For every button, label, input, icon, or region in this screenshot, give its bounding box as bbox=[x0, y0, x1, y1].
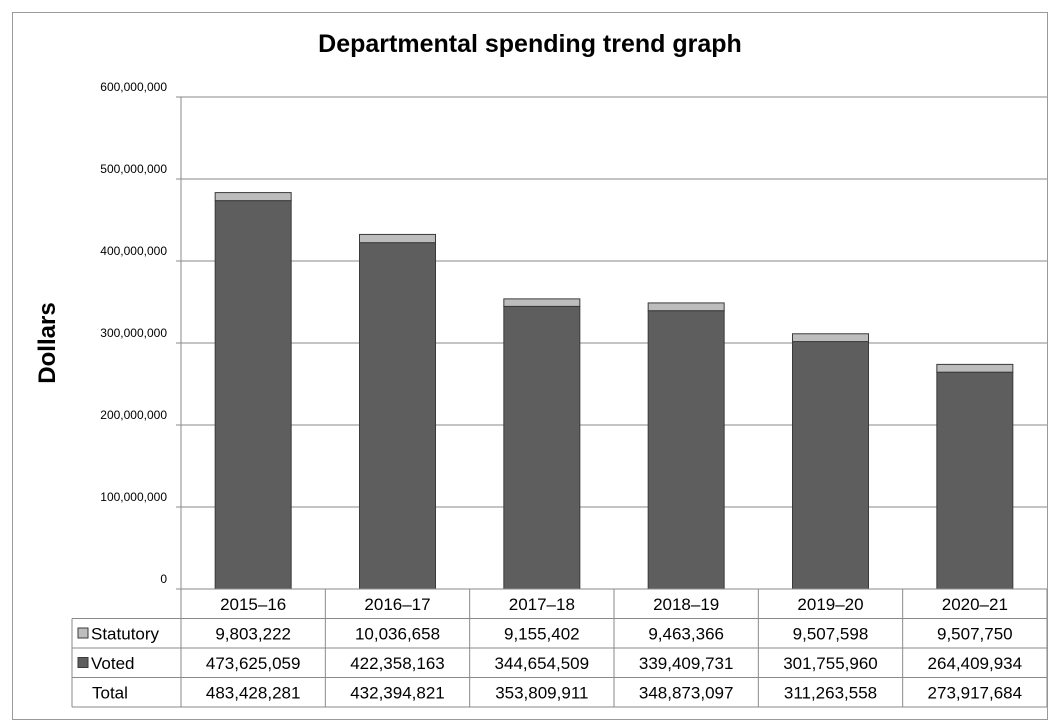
y-tick-label: 500,000,000 bbox=[100, 162, 167, 176]
chart-title: Departmental spending trend graph bbox=[318, 30, 742, 58]
x-tick-label: 2020–21 bbox=[942, 595, 1008, 614]
bar-statutory bbox=[503, 298, 581, 307]
legend-label-statutory: Statutory bbox=[91, 625, 160, 644]
data-label-statutory: 9,155,402 bbox=[504, 625, 580, 644]
data-label-voted: 344,654,509 bbox=[495, 654, 590, 673]
data-label-voted: 422,358,163 bbox=[350, 654, 445, 673]
data-label-statutory: 9,507,750 bbox=[937, 625, 1013, 644]
data-label-total: 353,809,911 bbox=[495, 684, 588, 703]
data-label-statutory: 9,507,598 bbox=[793, 625, 869, 644]
bar-statutory bbox=[359, 233, 436, 244]
data-label-statutory: 10,036,658 bbox=[355, 625, 440, 644]
x-tick-label: 2015–16 bbox=[220, 595, 286, 614]
x-tick-label: 2018–19 bbox=[653, 595, 719, 614]
y-tick-label: 600,000,000 bbox=[100, 80, 167, 94]
y-tick-label: 400,000,000 bbox=[100, 244, 167, 258]
data-label-voted: 339,409,731 bbox=[639, 654, 734, 673]
x-tick-label: 2017–18 bbox=[509, 595, 575, 614]
row-label-total: Total bbox=[92, 684, 128, 703]
data-label-total: 273,917,684 bbox=[928, 684, 1023, 703]
bar-statutory bbox=[936, 363, 1014, 373]
legend-swatch-voted bbox=[77, 657, 89, 668]
data-label-statutory: 9,463,366 bbox=[648, 625, 724, 644]
y-tick-label: 0 bbox=[160, 572, 167, 586]
data-label-voted: 301,755,960 bbox=[783, 654, 878, 673]
bar-voted bbox=[359, 242, 436, 590]
x-tick-label: 2016–17 bbox=[364, 595, 430, 614]
bar-statutory bbox=[647, 302, 725, 312]
data-label-total: 348,873,097 bbox=[639, 684, 734, 703]
bar-statutory bbox=[214, 192, 292, 202]
data-label-statutory: 9,803,222 bbox=[215, 625, 291, 644]
data-label-total: 483,428,281 bbox=[206, 684, 301, 703]
legend-swatch-statutory bbox=[77, 627, 89, 639]
bar-voted bbox=[792, 341, 869, 590]
bar-statutory bbox=[792, 333, 869, 343]
y-tick-label: 200,000,000 bbox=[100, 408, 167, 422]
chart-frame bbox=[12, 12, 1048, 720]
bar-voted bbox=[503, 305, 581, 590]
data-label-total: 311,263,558 bbox=[784, 684, 877, 703]
x-tick-label: 2019–20 bbox=[797, 595, 863, 614]
y-tick-label: 100,000,000 bbox=[100, 490, 167, 504]
data-label-voted: 473,625,059 bbox=[206, 654, 301, 673]
data-label-voted: 264,409,934 bbox=[928, 654, 1023, 673]
y-tick-label: 300,000,000 bbox=[100, 326, 167, 340]
legend-label-voted: Voted bbox=[91, 654, 135, 673]
bar-voted bbox=[647, 310, 725, 590]
data-label-total: 432,394,821 bbox=[350, 684, 445, 703]
bar-voted bbox=[936, 371, 1014, 590]
y-axis-label: Dollars bbox=[34, 302, 61, 383]
bar-voted bbox=[214, 200, 292, 590]
